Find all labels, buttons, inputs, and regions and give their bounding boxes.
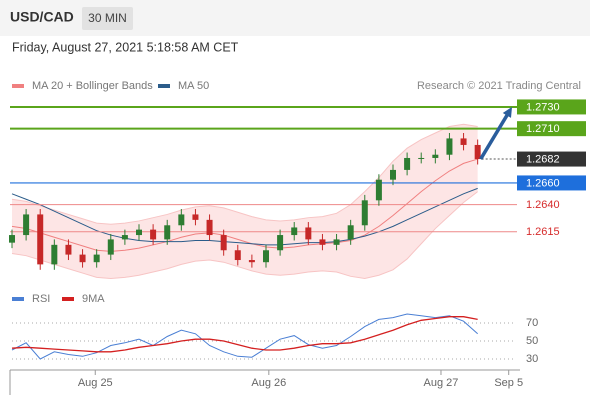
candle-body — [375, 179, 382, 201]
level-label: 1.2615 — [526, 226, 560, 238]
y-tick-label: 30 — [526, 353, 538, 365]
timestamp: Friday, August 27, 2021 5:18:58 AM CET — [12, 40, 239, 54]
rsi-line — [11, 313, 479, 360]
candle-body — [305, 227, 312, 240]
legend-swatch — [12, 84, 24, 88]
candle-body — [107, 239, 114, 255]
candle-body — [178, 214, 185, 226]
level-label: 1.2640 — [526, 199, 560, 211]
candle-body — [150, 229, 157, 240]
forecast-arrow-head — [502, 106, 512, 118]
level-box — [517, 151, 586, 167]
y-tick-label: 50 — [526, 335, 538, 347]
candle-body — [319, 239, 326, 245]
candle-body — [234, 250, 241, 261]
candle-body — [206, 219, 213, 236]
candle-body — [418, 157, 425, 159]
legend-swatch — [62, 297, 74, 301]
rsi-line — [11, 316, 478, 353]
candle-body — [23, 214, 30, 236]
legend-label: RSI — [32, 293, 50, 305]
candle-body — [220, 235, 227, 251]
candle-body — [404, 157, 411, 170]
level-label: 1.2682 — [526, 153, 560, 165]
ma-line — [11, 158, 478, 252]
candle-body — [37, 214, 44, 265]
x-tick-label: Aug 26 — [251, 377, 286, 389]
level-box — [517, 121, 586, 137]
ma-line — [11, 187, 478, 246]
candle-body — [65, 244, 72, 255]
timeframe: 30 MIN — [88, 11, 127, 25]
candle-body — [432, 154, 439, 158]
candle-body — [248, 260, 255, 263]
candle-body — [121, 235, 128, 240]
candle-body — [164, 225, 171, 240]
candle-body — [460, 138, 467, 145]
candle-body — [390, 169, 396, 180]
candle-body — [347, 225, 354, 240]
x-tick-label: Aug 27 — [424, 377, 459, 389]
credit: Research © 2021 Trading Central — [417, 80, 581, 92]
band-upper — [11, 123, 478, 225]
timeframe-box — [82, 7, 133, 30]
candle-body — [51, 244, 58, 265]
level-label: 1.2710 — [526, 123, 560, 135]
legend-label: MA 50 — [178, 80, 209, 92]
candle-body — [277, 235, 284, 251]
level-box — [517, 175, 586, 191]
x-tick-label: Sep 5 — [494, 377, 523, 389]
forecast-arrow — [479, 112, 510, 160]
level-box — [517, 99, 586, 115]
candle-body — [93, 254, 100, 263]
candle-body — [263, 250, 269, 263]
candle-body — [79, 254, 86, 263]
x-tick-label: Aug 25 — [78, 377, 113, 389]
candle-body — [136, 229, 142, 236]
candle-body — [192, 214, 199, 220]
candle-body — [446, 138, 453, 155]
symbol: USD/CAD — [10, 9, 74, 25]
candle-body — [333, 239, 340, 245]
band-fill — [12, 124, 478, 279]
candle-body — [9, 235, 15, 243]
candle-body — [361, 200, 368, 226]
level-label: 1.2660 — [526, 177, 560, 189]
legend-swatch — [158, 84, 170, 88]
legend-swatch — [12, 297, 24, 301]
level-label: 1.2730 — [526, 101, 560, 113]
candle-body — [291, 227, 298, 236]
legend-label: 9MA — [82, 293, 105, 305]
legend-label: MA 20 + Bollinger Bands — [32, 80, 153, 92]
candle-body — [474, 144, 481, 160]
y-tick-label: 70 — [526, 317, 538, 329]
band-lower — [11, 191, 478, 279]
